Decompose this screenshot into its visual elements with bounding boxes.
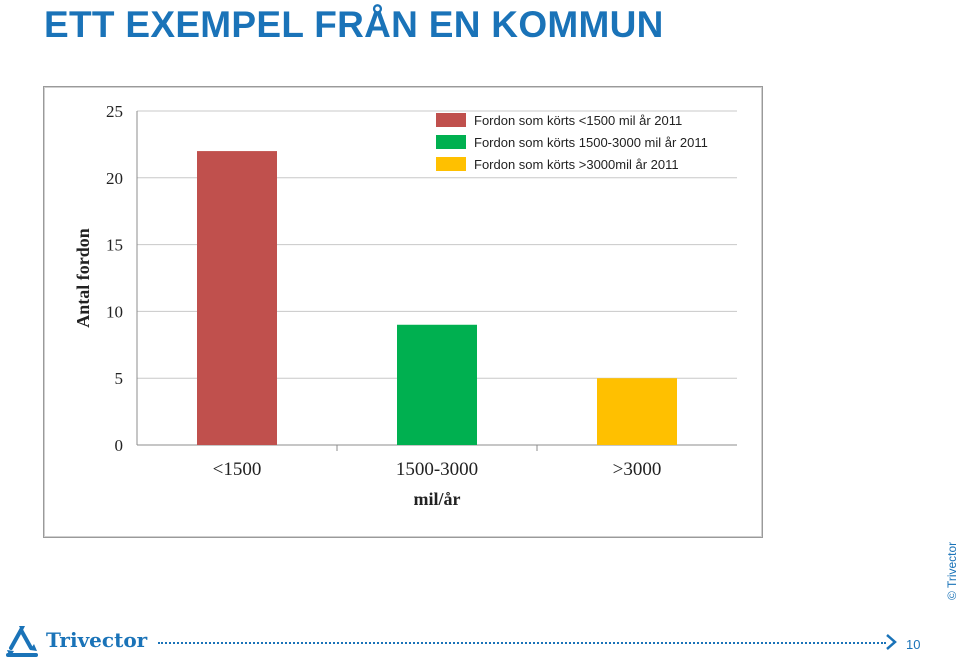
x-tick-label: >3000: [613, 459, 662, 480]
x-tick-label: 1500-3000: [396, 459, 478, 480]
y-tick-label: 20: [106, 169, 123, 188]
legend-swatch-1: [436, 113, 466, 127]
footer-divider: [158, 642, 886, 644]
bar-chart: 0 5 10 15 20 25 <1500 1500-3000 >3000 mil/år Antal…: [73, 102, 737, 509]
y-tick-label: 5: [115, 369, 124, 388]
legend-swatch-3: [436, 157, 466, 171]
chevron-right-icon: [886, 634, 897, 650]
page-number: 10: [906, 637, 921, 652]
y-tick-label: 0: [115, 436, 124, 455]
legend-label-3: Fordon som körts >3000mil år 2011: [474, 157, 679, 172]
copyright-text: © Trivector: [945, 541, 959, 600]
bar-2: [397, 324, 477, 445]
y-tick-label: 15: [106, 236, 123, 255]
legend-swatch-2: [436, 135, 466, 149]
legend-label-1: Fordon som körts <1500 mil år 2011: [474, 113, 682, 128]
bar-3: [597, 378, 677, 445]
x-axis-title: mil/år: [414, 489, 461, 509]
brand-name: Trivector: [46, 628, 148, 652]
y-tick-label: 25: [106, 102, 123, 121]
bar-1: [197, 151, 277, 445]
legend-label-2: Fordon som körts 1500-3000 mil år 2011: [474, 135, 708, 150]
x-tick-label: <1500: [213, 459, 262, 480]
y-axis-title: Antal fordon: [73, 228, 93, 328]
chart-frame: 0 5 10 15 20 25 <1500 1500-3000 >3000 mil/år Antal…: [43, 86, 763, 538]
trivector-logo-icon: [6, 625, 38, 657]
y-tick-label: 10: [106, 302, 123, 321]
slide-title: ETT EXEMPEL FRÅN EN KOMMUN: [44, 4, 664, 45]
